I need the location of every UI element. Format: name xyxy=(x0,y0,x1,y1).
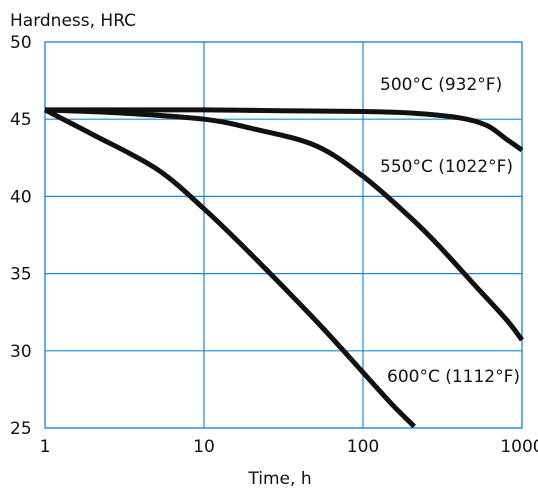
series-line-1 xyxy=(45,107,524,153)
x-tick-label: 10 xyxy=(193,437,215,457)
curve-label-3: 600°C (1112°F) xyxy=(387,367,520,387)
tick-labels: 1 10 100 1000 25 30 35 40 45 50 xyxy=(10,33,538,457)
curve-label-1: 500°C (932°F) xyxy=(380,75,502,95)
curve-label-2: 550°C (1022°F) xyxy=(380,157,513,177)
curve-labels: 500°C (932°F) 550°C (1022°F) 600°C (1112°F… xyxy=(380,75,520,387)
series-group xyxy=(43,107,525,429)
x-tick-label: 1000 xyxy=(500,437,538,457)
y-tick-label: 25 xyxy=(10,419,32,439)
x-tick-label: 1 xyxy=(40,437,51,457)
plot-frame xyxy=(44,41,523,429)
y-tick-label: 45 xyxy=(10,110,32,130)
y-tick-label: 50 xyxy=(10,33,32,53)
series-line-3 xyxy=(43,107,416,429)
y-tick-label: 30 xyxy=(10,342,32,362)
x-axis-title: Time, h xyxy=(247,469,311,489)
y-axis-title: Hardness, HRC xyxy=(10,11,136,31)
series-line-2 xyxy=(44,107,525,342)
grid xyxy=(44,41,523,429)
y-tick-label: 35 xyxy=(10,265,32,285)
y-tick-label: 40 xyxy=(10,187,32,207)
x-tick-label: 100 xyxy=(347,437,379,457)
